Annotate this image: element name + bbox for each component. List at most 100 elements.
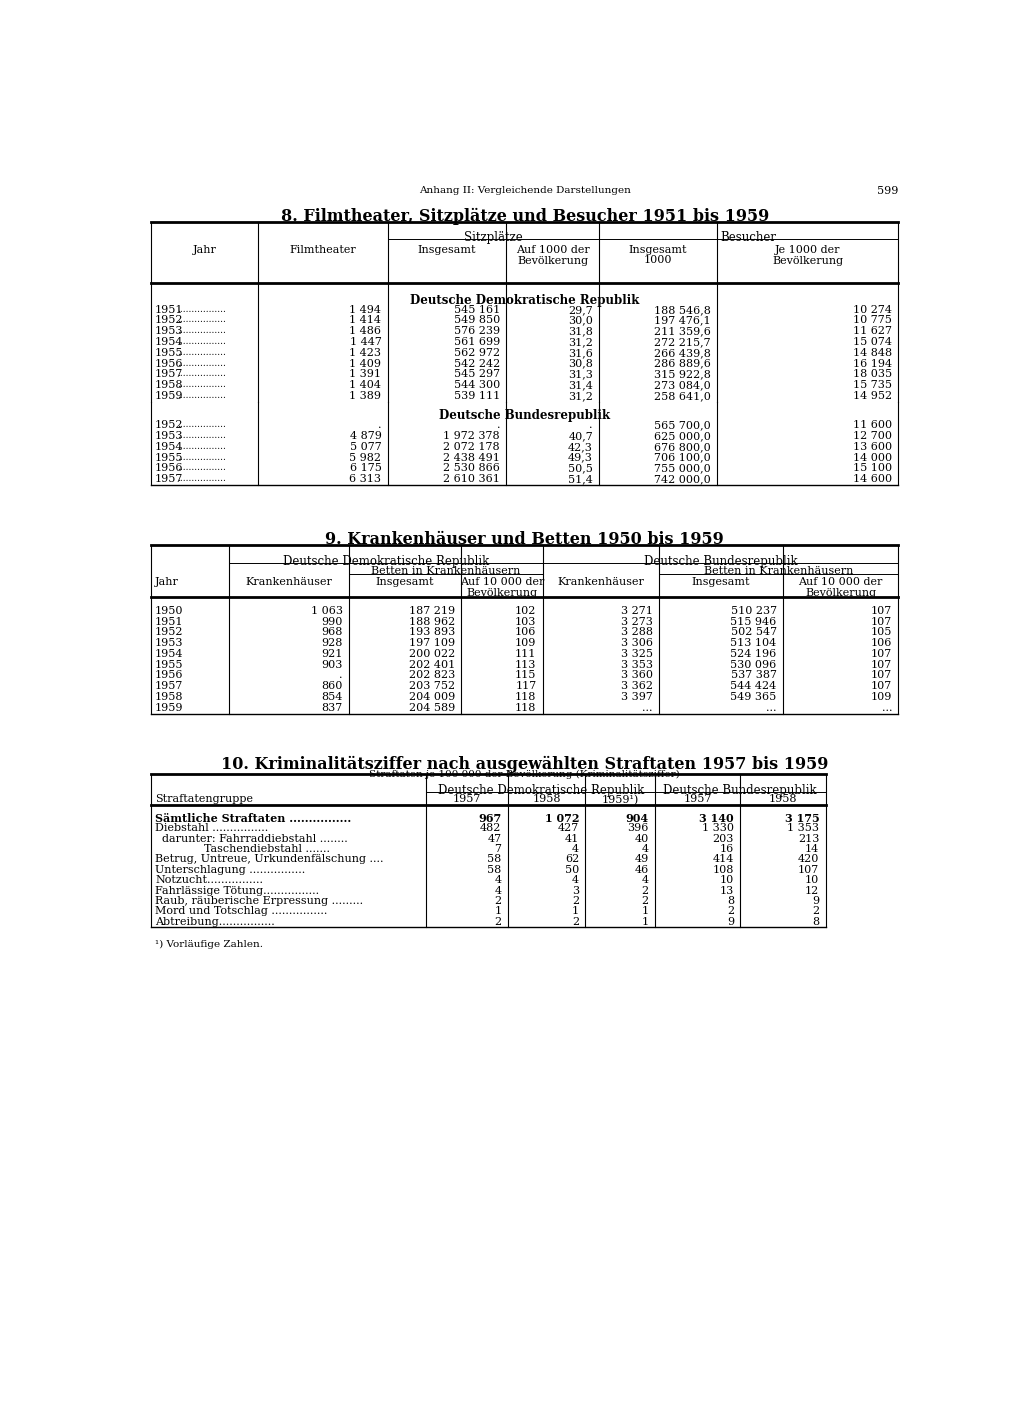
Text: darunter: Fahrraddiebstahl ........: darunter: Fahrraddiebstahl ........ bbox=[155, 833, 348, 843]
Text: Auf 10 000 der
Bevölkerung: Auf 10 000 der Bevölkerung bbox=[799, 577, 883, 598]
Text: 3 273: 3 273 bbox=[621, 616, 652, 626]
Text: 1: 1 bbox=[642, 907, 649, 916]
Text: 4: 4 bbox=[642, 876, 649, 885]
Text: .................: ................. bbox=[177, 337, 225, 345]
Text: 107: 107 bbox=[870, 616, 892, 626]
Text: .................: ................. bbox=[177, 431, 225, 440]
Text: 967: 967 bbox=[478, 814, 502, 823]
Text: 107: 107 bbox=[870, 649, 892, 658]
Text: 860: 860 bbox=[322, 681, 343, 691]
Text: ...: ... bbox=[882, 702, 892, 713]
Text: 1953: 1953 bbox=[155, 431, 183, 441]
Text: 2: 2 bbox=[572, 897, 579, 907]
Text: 1 447: 1 447 bbox=[349, 337, 381, 347]
Text: 1951: 1951 bbox=[155, 305, 183, 314]
Text: Deutsche Demokratische Republik: Deutsche Demokratische Republik bbox=[411, 293, 639, 307]
Text: 1 494: 1 494 bbox=[349, 305, 381, 314]
Text: 1: 1 bbox=[572, 907, 579, 916]
Text: 41: 41 bbox=[565, 833, 579, 843]
Text: 50: 50 bbox=[565, 864, 579, 874]
Text: 1954: 1954 bbox=[155, 441, 183, 451]
Text: 106: 106 bbox=[870, 639, 892, 649]
Text: 2: 2 bbox=[642, 897, 649, 907]
Text: 1954: 1954 bbox=[155, 337, 183, 347]
Text: Anhang II: Vergleichende Darstellungen: Anhang II: Vergleichende Darstellungen bbox=[419, 186, 631, 195]
Text: 2 438 491: 2 438 491 bbox=[443, 453, 500, 462]
Text: 273 084,0: 273 084,0 bbox=[654, 381, 711, 391]
Text: 14 848: 14 848 bbox=[853, 348, 892, 358]
Text: 1952: 1952 bbox=[155, 627, 183, 637]
Text: 16: 16 bbox=[720, 845, 734, 854]
Text: 1956: 1956 bbox=[155, 358, 183, 368]
Text: 1957: 1957 bbox=[683, 794, 712, 805]
Text: 40: 40 bbox=[635, 833, 649, 843]
Text: .................: ................. bbox=[177, 305, 225, 313]
Text: 990: 990 bbox=[322, 616, 343, 626]
Text: 4: 4 bbox=[572, 845, 579, 854]
Text: 3 288: 3 288 bbox=[621, 627, 652, 637]
Text: 42,3: 42,3 bbox=[568, 441, 593, 451]
Text: 2 072 178: 2 072 178 bbox=[443, 441, 500, 451]
Text: 1959: 1959 bbox=[155, 391, 183, 400]
Text: 549 365: 549 365 bbox=[730, 692, 776, 702]
Text: 1 353: 1 353 bbox=[787, 823, 819, 833]
Text: 3 362: 3 362 bbox=[621, 681, 652, 691]
Text: 1950: 1950 bbox=[155, 606, 183, 616]
Text: 107: 107 bbox=[870, 606, 892, 616]
Text: 549 850: 549 850 bbox=[454, 316, 500, 326]
Text: 576 239: 576 239 bbox=[454, 326, 500, 336]
Text: 50,5: 50,5 bbox=[568, 464, 593, 474]
Text: 1953: 1953 bbox=[155, 639, 183, 649]
Text: Deutsche Demokratische Republik: Deutsche Demokratische Republik bbox=[437, 784, 644, 797]
Text: 562 972: 562 972 bbox=[454, 348, 500, 358]
Text: 1959: 1959 bbox=[155, 702, 183, 713]
Text: .: . bbox=[378, 420, 381, 430]
Text: 58: 58 bbox=[487, 864, 502, 874]
Text: 15 735: 15 735 bbox=[853, 381, 892, 391]
Text: 58: 58 bbox=[487, 854, 502, 864]
Text: 211 359,6: 211 359,6 bbox=[654, 326, 711, 336]
Text: 10 274: 10 274 bbox=[853, 305, 892, 314]
Text: 10: 10 bbox=[720, 876, 734, 885]
Text: 2: 2 bbox=[495, 916, 502, 926]
Text: 103: 103 bbox=[515, 616, 537, 626]
Text: Insgesamt: Insgesamt bbox=[418, 245, 476, 255]
Text: 9: 9 bbox=[727, 916, 734, 926]
Text: Straftaten je 100 000 der Bevölkerung (Kriminalitätsziffer): Straftaten je 100 000 der Bevölkerung (K… bbox=[370, 770, 680, 778]
Text: 742 000,0: 742 000,0 bbox=[654, 474, 711, 484]
Text: 1000: 1000 bbox=[644, 255, 673, 265]
Text: 2: 2 bbox=[727, 907, 734, 916]
Text: 414: 414 bbox=[713, 854, 734, 864]
Text: 31,6: 31,6 bbox=[568, 348, 593, 358]
Text: 203 752: 203 752 bbox=[409, 681, 455, 691]
Text: Besucher: Besucher bbox=[721, 231, 777, 244]
Text: 542 242: 542 242 bbox=[454, 358, 500, 368]
Text: 213: 213 bbox=[798, 833, 819, 843]
Text: 193 893: 193 893 bbox=[409, 627, 455, 637]
Text: 1 409: 1 409 bbox=[349, 358, 381, 368]
Text: 47: 47 bbox=[487, 833, 502, 843]
Text: Raub, räuberische Erpressung .........: Raub, räuberische Erpressung ......... bbox=[155, 897, 364, 907]
Text: 6 175: 6 175 bbox=[349, 464, 381, 474]
Text: 49: 49 bbox=[635, 854, 649, 864]
Text: .: . bbox=[590, 420, 593, 430]
Text: 113: 113 bbox=[515, 660, 537, 670]
Text: 561 699: 561 699 bbox=[454, 337, 500, 347]
Text: 854: 854 bbox=[322, 692, 343, 702]
Text: 544 424: 544 424 bbox=[730, 681, 776, 691]
Text: 5 077: 5 077 bbox=[349, 441, 381, 451]
Text: 107: 107 bbox=[870, 681, 892, 691]
Text: 8: 8 bbox=[812, 916, 819, 926]
Text: 16 194: 16 194 bbox=[853, 358, 892, 368]
Text: 31,2: 31,2 bbox=[568, 391, 593, 400]
Text: 625 000,0: 625 000,0 bbox=[654, 431, 711, 441]
Text: 1 414: 1 414 bbox=[349, 316, 381, 326]
Text: Sitzplätze: Sitzplätze bbox=[464, 231, 523, 244]
Text: 118: 118 bbox=[515, 702, 537, 713]
Text: 202 823: 202 823 bbox=[409, 671, 455, 681]
Text: 524 196: 524 196 bbox=[730, 649, 776, 658]
Text: 515 946: 515 946 bbox=[730, 616, 776, 626]
Text: 968: 968 bbox=[322, 627, 343, 637]
Text: 3 397: 3 397 bbox=[621, 692, 652, 702]
Text: 396: 396 bbox=[628, 823, 649, 833]
